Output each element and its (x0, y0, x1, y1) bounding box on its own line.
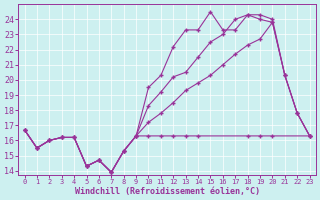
X-axis label: Windchill (Refroidissement éolien,°C): Windchill (Refroidissement éolien,°C) (75, 187, 260, 196)
